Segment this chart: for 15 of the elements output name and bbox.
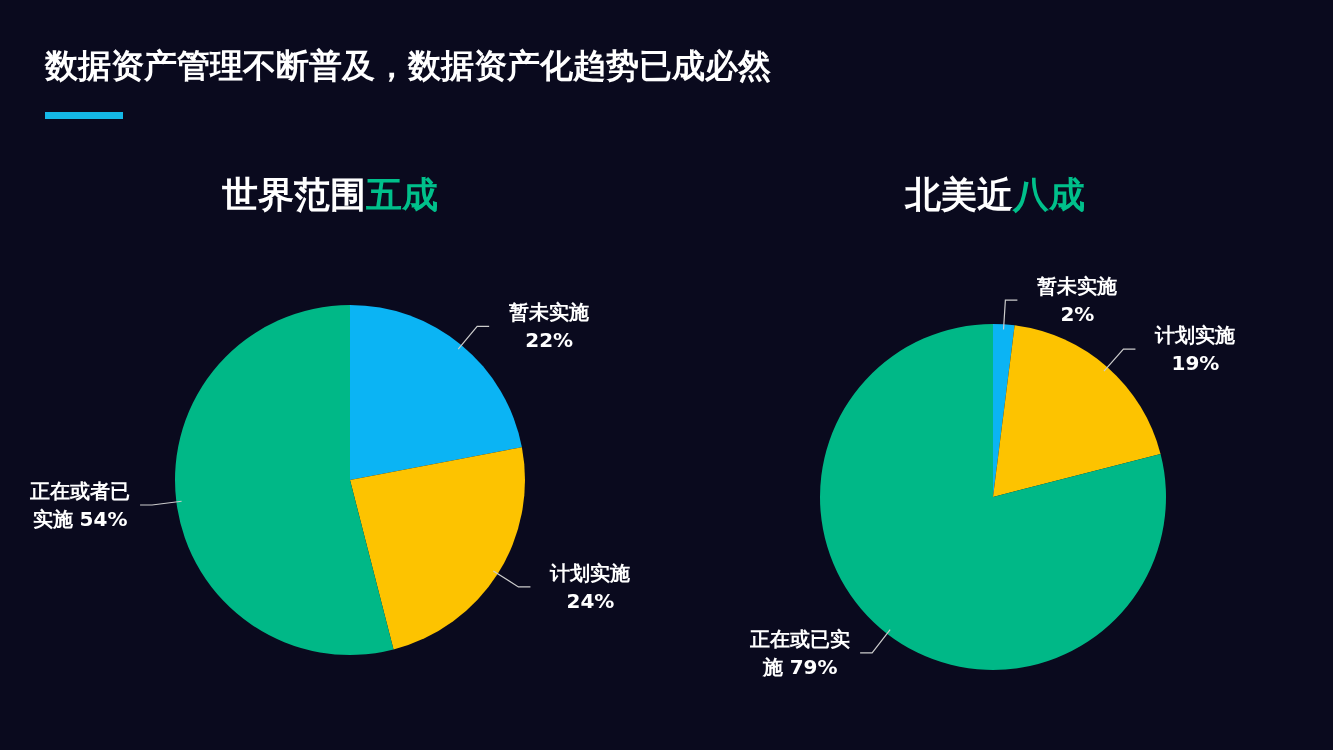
data-label: 22%	[525, 328, 574, 353]
pie-slice	[350, 447, 525, 650]
slice-label: 暂未实施	[1037, 274, 1118, 299]
slice-label: 计划实施	[550, 560, 631, 585]
slice-label: 正在或者已实施 54%	[29, 478, 132, 533]
pie-slice	[175, 305, 394, 655]
slice-label: 正在或已实施 79%	[749, 625, 852, 681]
slice-label: 暂未实施	[509, 300, 590, 325]
slice-label: 计划实施	[1155, 323, 1236, 348]
chart-title: 世界范围五成	[221, 173, 439, 217]
data-label: 2%	[1060, 302, 1095, 327]
data-label: 19%	[1171, 351, 1220, 376]
text: 数据资产管理不断普及，数据资产化趋势已成必然	[45, 45, 771, 87]
chart-title: 北美近八成	[904, 173, 1086, 217]
data-label: 24%	[566, 588, 615, 613]
